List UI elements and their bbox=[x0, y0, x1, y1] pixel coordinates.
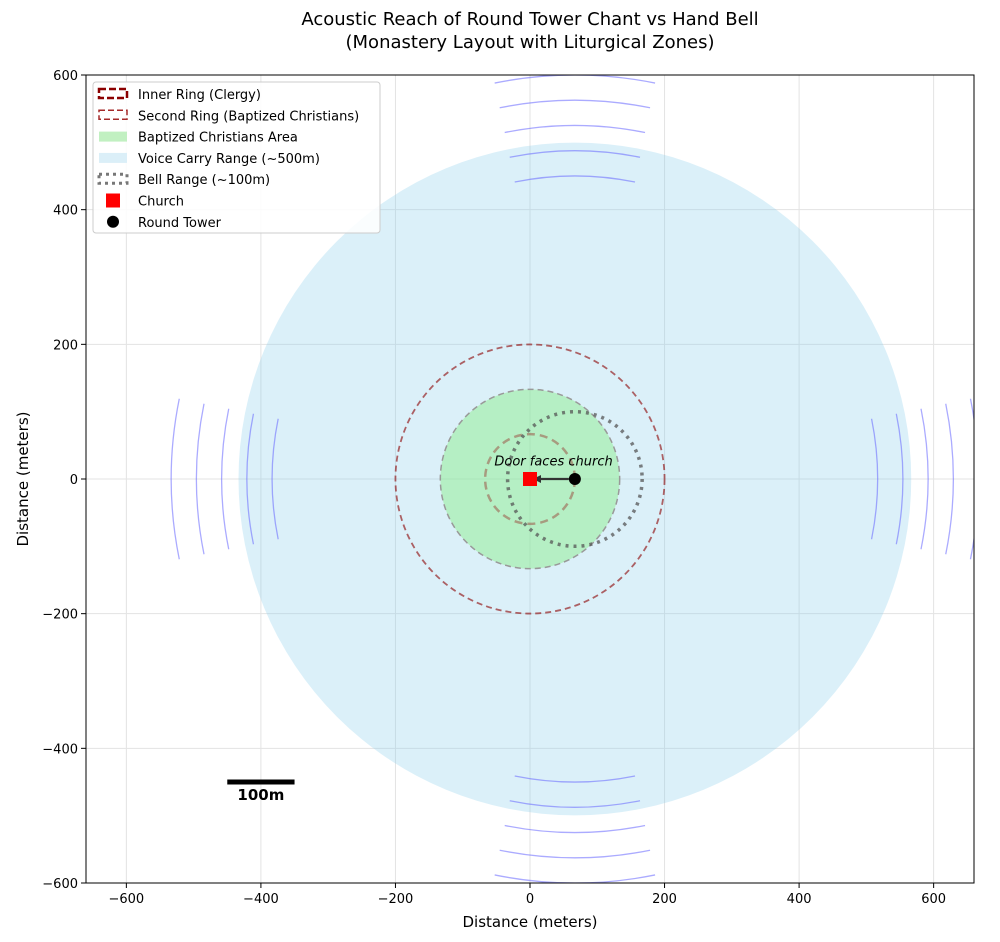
sound-wave-arc bbox=[509, 800, 641, 808]
sound-wave-arc bbox=[509, 150, 641, 158]
sound-wave-arc bbox=[870, 418, 879, 540]
chart-title-line2: (Monastery Layout with Liturgical Zones) bbox=[346, 32, 715, 53]
sound-wave-arc bbox=[170, 398, 180, 560]
legend: Inner Ring (Clergy) Second Ring (Baptized… bbox=[92, 81, 381, 234]
sound-wave-arc bbox=[494, 75, 656, 84]
x-tick-label: 200 bbox=[652, 892, 677, 907]
legend-handle-tower bbox=[107, 215, 119, 228]
legend-handle-patch bbox=[99, 131, 127, 142]
church-marker bbox=[523, 472, 537, 486]
sound-wave-arc bbox=[195, 403, 205, 555]
legend-label: Second Ring (Baptized Christians) bbox=[138, 109, 359, 124]
x-tick-label: −200 bbox=[378, 892, 414, 907]
x-tick-label: 600 bbox=[921, 892, 946, 907]
sound-wave-arc bbox=[504, 124, 646, 134]
legend-label: Church bbox=[138, 195, 184, 210]
legend-handle-second-ring bbox=[98, 109, 128, 121]
annotation-text: Door faces church bbox=[494, 455, 612, 470]
legend-handle-church bbox=[106, 193, 120, 208]
scale-bar-label: 100m bbox=[237, 786, 284, 804]
sound-wave-arc bbox=[499, 99, 651, 109]
x-tick-label: 400 bbox=[787, 892, 812, 907]
legend-label: Inner Ring (Clergy) bbox=[138, 88, 261, 103]
x-axis-label: Distance (meters) bbox=[463, 913, 598, 931]
legend-handle-patch bbox=[99, 152, 127, 163]
y-tick-label: −400 bbox=[42, 742, 78, 757]
sound-wave-arc bbox=[504, 824, 646, 834]
y-tick-label: 400 bbox=[53, 204, 78, 219]
sound-wave-arc bbox=[895, 413, 904, 545]
legend-handle-bell bbox=[97, 172, 129, 185]
x-tick-label: −600 bbox=[109, 892, 145, 907]
x-tick-label: −400 bbox=[243, 892, 279, 907]
y-tick-label: −200 bbox=[42, 608, 78, 623]
sound-wave-arc bbox=[271, 418, 279, 540]
y-axis-label: Distance (meters) bbox=[14, 412, 32, 547]
sound-wave-arc bbox=[945, 403, 954, 555]
circle-bell-range-100m bbox=[505, 409, 644, 549]
sound-wave-arc bbox=[920, 408, 929, 550]
round-tower-marker bbox=[568, 473, 581, 485]
legend-handle-inner-ring bbox=[97, 87, 129, 100]
sound-wave-arc bbox=[969, 398, 974, 560]
y-tick-label: −600 bbox=[42, 877, 78, 892]
sound-wave-arc bbox=[514, 775, 636, 783]
legend-label: Voice Carry Range (~500m) bbox=[138, 152, 320, 167]
legend-label: Bell Range (~100m) bbox=[138, 173, 270, 188]
sound-wave-arc bbox=[494, 874, 656, 883]
legend-box bbox=[92, 81, 381, 234]
y-tick-label: 0 bbox=[70, 473, 78, 488]
sound-wave-arc bbox=[246, 413, 255, 545]
y-tick-label: 200 bbox=[53, 338, 78, 353]
sound-wave-arc bbox=[499, 849, 651, 859]
chart-title-line1: Acoustic Reach of Round Tower Chant vs H… bbox=[301, 9, 758, 30]
sound-wave-arc bbox=[514, 175, 636, 183]
y-tick-label: 600 bbox=[53, 69, 78, 84]
circle-second-ring-baptized-christians bbox=[394, 343, 666, 615]
sound-wave-arc bbox=[221, 408, 230, 550]
legend-label: Baptized Christians Area bbox=[138, 131, 298, 146]
legend-label: Round Tower bbox=[138, 216, 222, 231]
x-tick-label: 0 bbox=[526, 892, 534, 907]
